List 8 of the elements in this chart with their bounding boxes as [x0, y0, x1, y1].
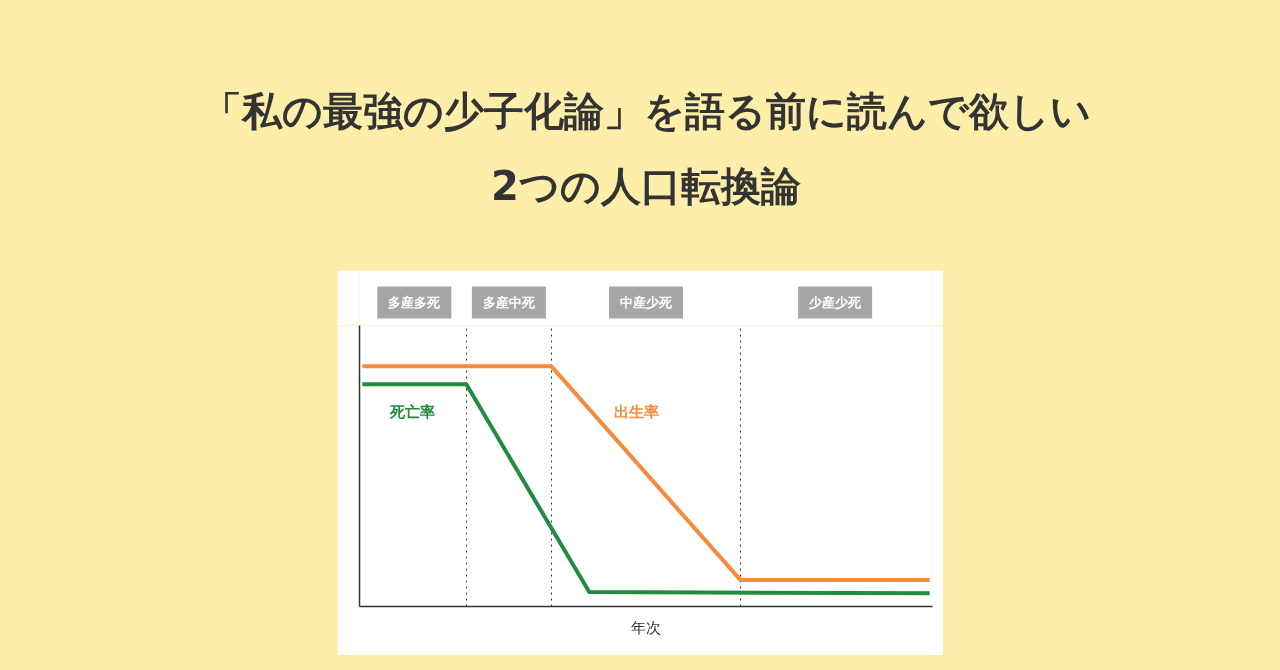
text: 中産少死: [620, 294, 673, 310]
series-label: 出生率: [614, 402, 660, 421]
chart-title: 「私の最強の少子化論」を語る前に読んで欲しい 2つの人口転換論: [201, 87, 1091, 209]
text: 多産中死: [482, 294, 536, 310]
x-axis-title: 年次: [631, 618, 661, 637]
text: 少産少死: [808, 294, 863, 310]
series-label: 死亡率: [388, 402, 435, 421]
text: 多産多死: [388, 294, 442, 310]
